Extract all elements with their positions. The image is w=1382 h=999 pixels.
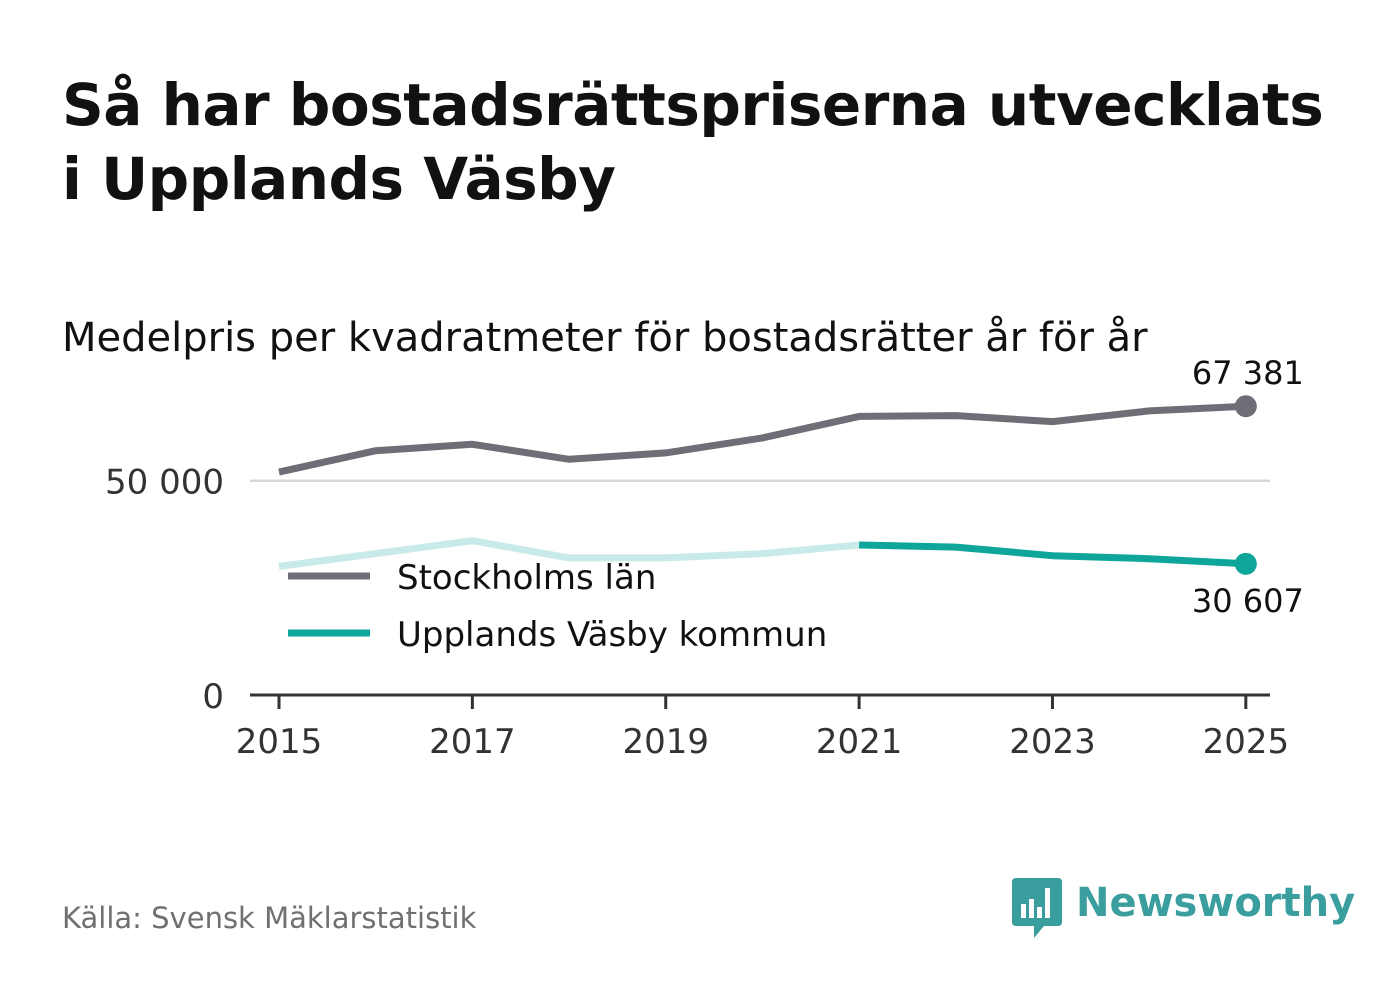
y-tick-label: 0 [202, 677, 224, 717]
x-tick-label: 2015 [236, 722, 323, 762]
end-label-stockholm: 67 381 [1192, 354, 1304, 392]
end-point-stockholm [1234, 395, 1257, 418]
x-tick-label: 2017 [429, 722, 516, 762]
end-label-vasby: 30 607 [1192, 582, 1304, 620]
end-point-vasby [1234, 552, 1257, 575]
x-tick-label: 2019 [622, 722, 709, 762]
source-note: Källa: Svensk Mäklarstatistik [62, 901, 477, 935]
series-line-stockholm [278, 402, 1246, 476]
brand-logo: Newsworthy [1012, 878, 1355, 942]
newsworthy-logo-icon [1012, 878, 1062, 938]
x-tick-label: 2025 [1203, 722, 1290, 762]
chart-title: Så har bostadsrättspriserna utvecklats i… [62, 71, 1324, 213]
y-tick-label: 50 000 [105, 463, 224, 503]
series-line-vasby [859, 541, 1246, 568]
series-line-vasby-faded [278, 537, 860, 570]
chart-subtitle: Medelpris per kvadratmeter för bostadsrä… [62, 315, 1148, 361]
legend-item-stockholm-label: Stockholms län [397, 558, 656, 598]
legend-item-vasby-label: Upplands Väsby kommun [397, 615, 827, 655]
brand-name: Newsworthy [1076, 880, 1356, 926]
x-tick-label: 2021 [816, 722, 903, 762]
x-tick-label: 2023 [1009, 722, 1096, 762]
